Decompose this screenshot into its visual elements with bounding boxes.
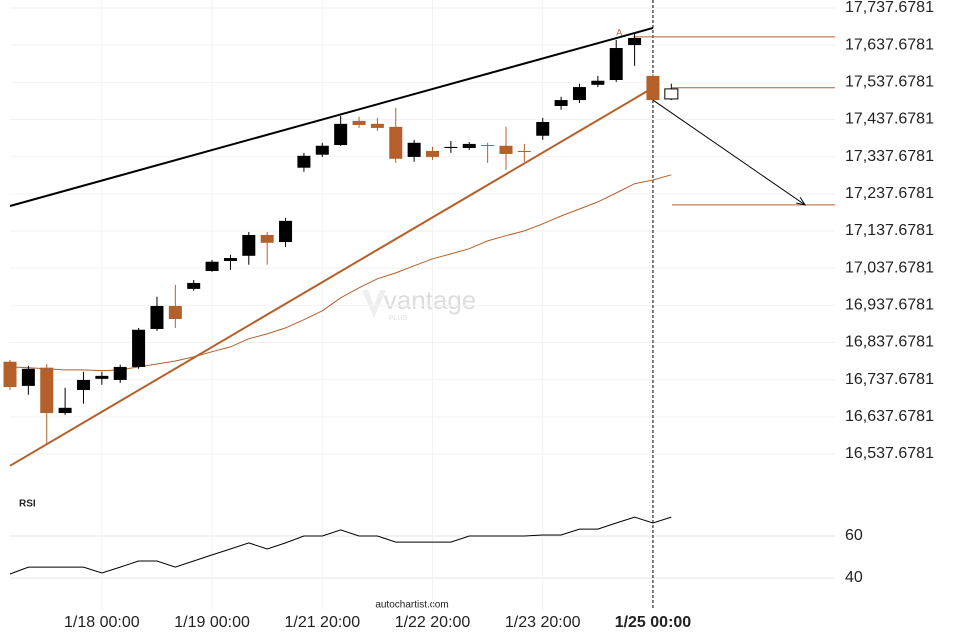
y-tick-label: 16,537.6781 [845,445,934,462]
candle-body [315,145,329,155]
pattern-label: A [616,27,622,37]
watermark-logo [362,290,386,318]
candle-body [481,145,495,147]
candle-body [426,150,440,157]
candle-body [591,80,605,85]
y-tick-label: 16,637.6781 [845,408,934,425]
forecast-arrow [652,99,806,206]
candle-body [279,220,293,243]
y-tick-label: 17,037.6781 [845,259,934,276]
x-tick-label: 1/18 00:00 [64,614,140,631]
watermark: vantage [384,285,477,315]
x-tick-label: 1/19 00:00 [174,614,250,631]
x-tick-label: 1/21 20:00 [284,614,360,631]
candle-body [242,234,256,256]
candle-body [517,150,531,152]
candle-body [499,145,513,154]
y-tick-label: 17,237.6781 [845,185,934,202]
candle-body [3,361,17,388]
candle-body [187,282,201,289]
candle-body [352,120,366,125]
candle-body [389,126,403,159]
candle-body [150,305,164,330]
y-tick-label: 16,937.6781 [845,297,934,314]
candle-body [76,379,90,390]
candle-body [628,37,642,46]
candle-body [554,100,568,107]
x-tick-label: 1/25 00:00 [615,614,692,631]
candle-body [609,48,623,80]
watermark-sub: PLUS [389,315,408,322]
candle-body [21,368,35,386]
rsi-title: RSI [19,499,36,510]
candle-body [646,75,660,101]
candle-body [95,375,109,379]
candle-body [370,123,384,128]
y-tick-label: 17,137.6781 [845,222,934,239]
candle-body [132,329,146,367]
candle-body [223,258,237,262]
candle-body [444,146,458,149]
candle-body [572,87,586,101]
trendline [9,26,654,207]
rsi-line [9,516,672,575]
candle-body [664,88,679,100]
trendline [9,86,654,467]
y-tick-label: 17,637.6781 [845,36,934,53]
candle-body [536,121,550,136]
rsi-tick-label: 40 [845,569,863,586]
x-tick-label: 1/22 20:00 [395,614,471,631]
candle-body [58,407,72,414]
y-tick-label: 17,737.6781 [845,0,934,16]
y-tick-label: 16,837.6781 [845,334,934,351]
y-tick-label: 17,437.6781 [845,111,934,128]
arrow-head [796,197,807,206]
y-tick-label: 17,537.6781 [845,74,934,91]
candle-body [334,123,348,146]
candle-body [260,234,274,243]
candle-body [407,142,421,157]
candle-body [40,367,54,414]
candle-body [113,366,127,380]
candle-body [168,305,182,319]
y-tick-label: 16,737.6781 [845,371,934,388]
candle-body [297,155,311,168]
candle-body [462,143,476,149]
source: autochartist.com [375,600,448,611]
candle-body [205,261,219,272]
x-tick-label: 1/23 20:00 [505,614,581,631]
y-tick-label: 17,337.6781 [845,148,934,165]
rsi-tick-label: 60 [845,527,863,544]
